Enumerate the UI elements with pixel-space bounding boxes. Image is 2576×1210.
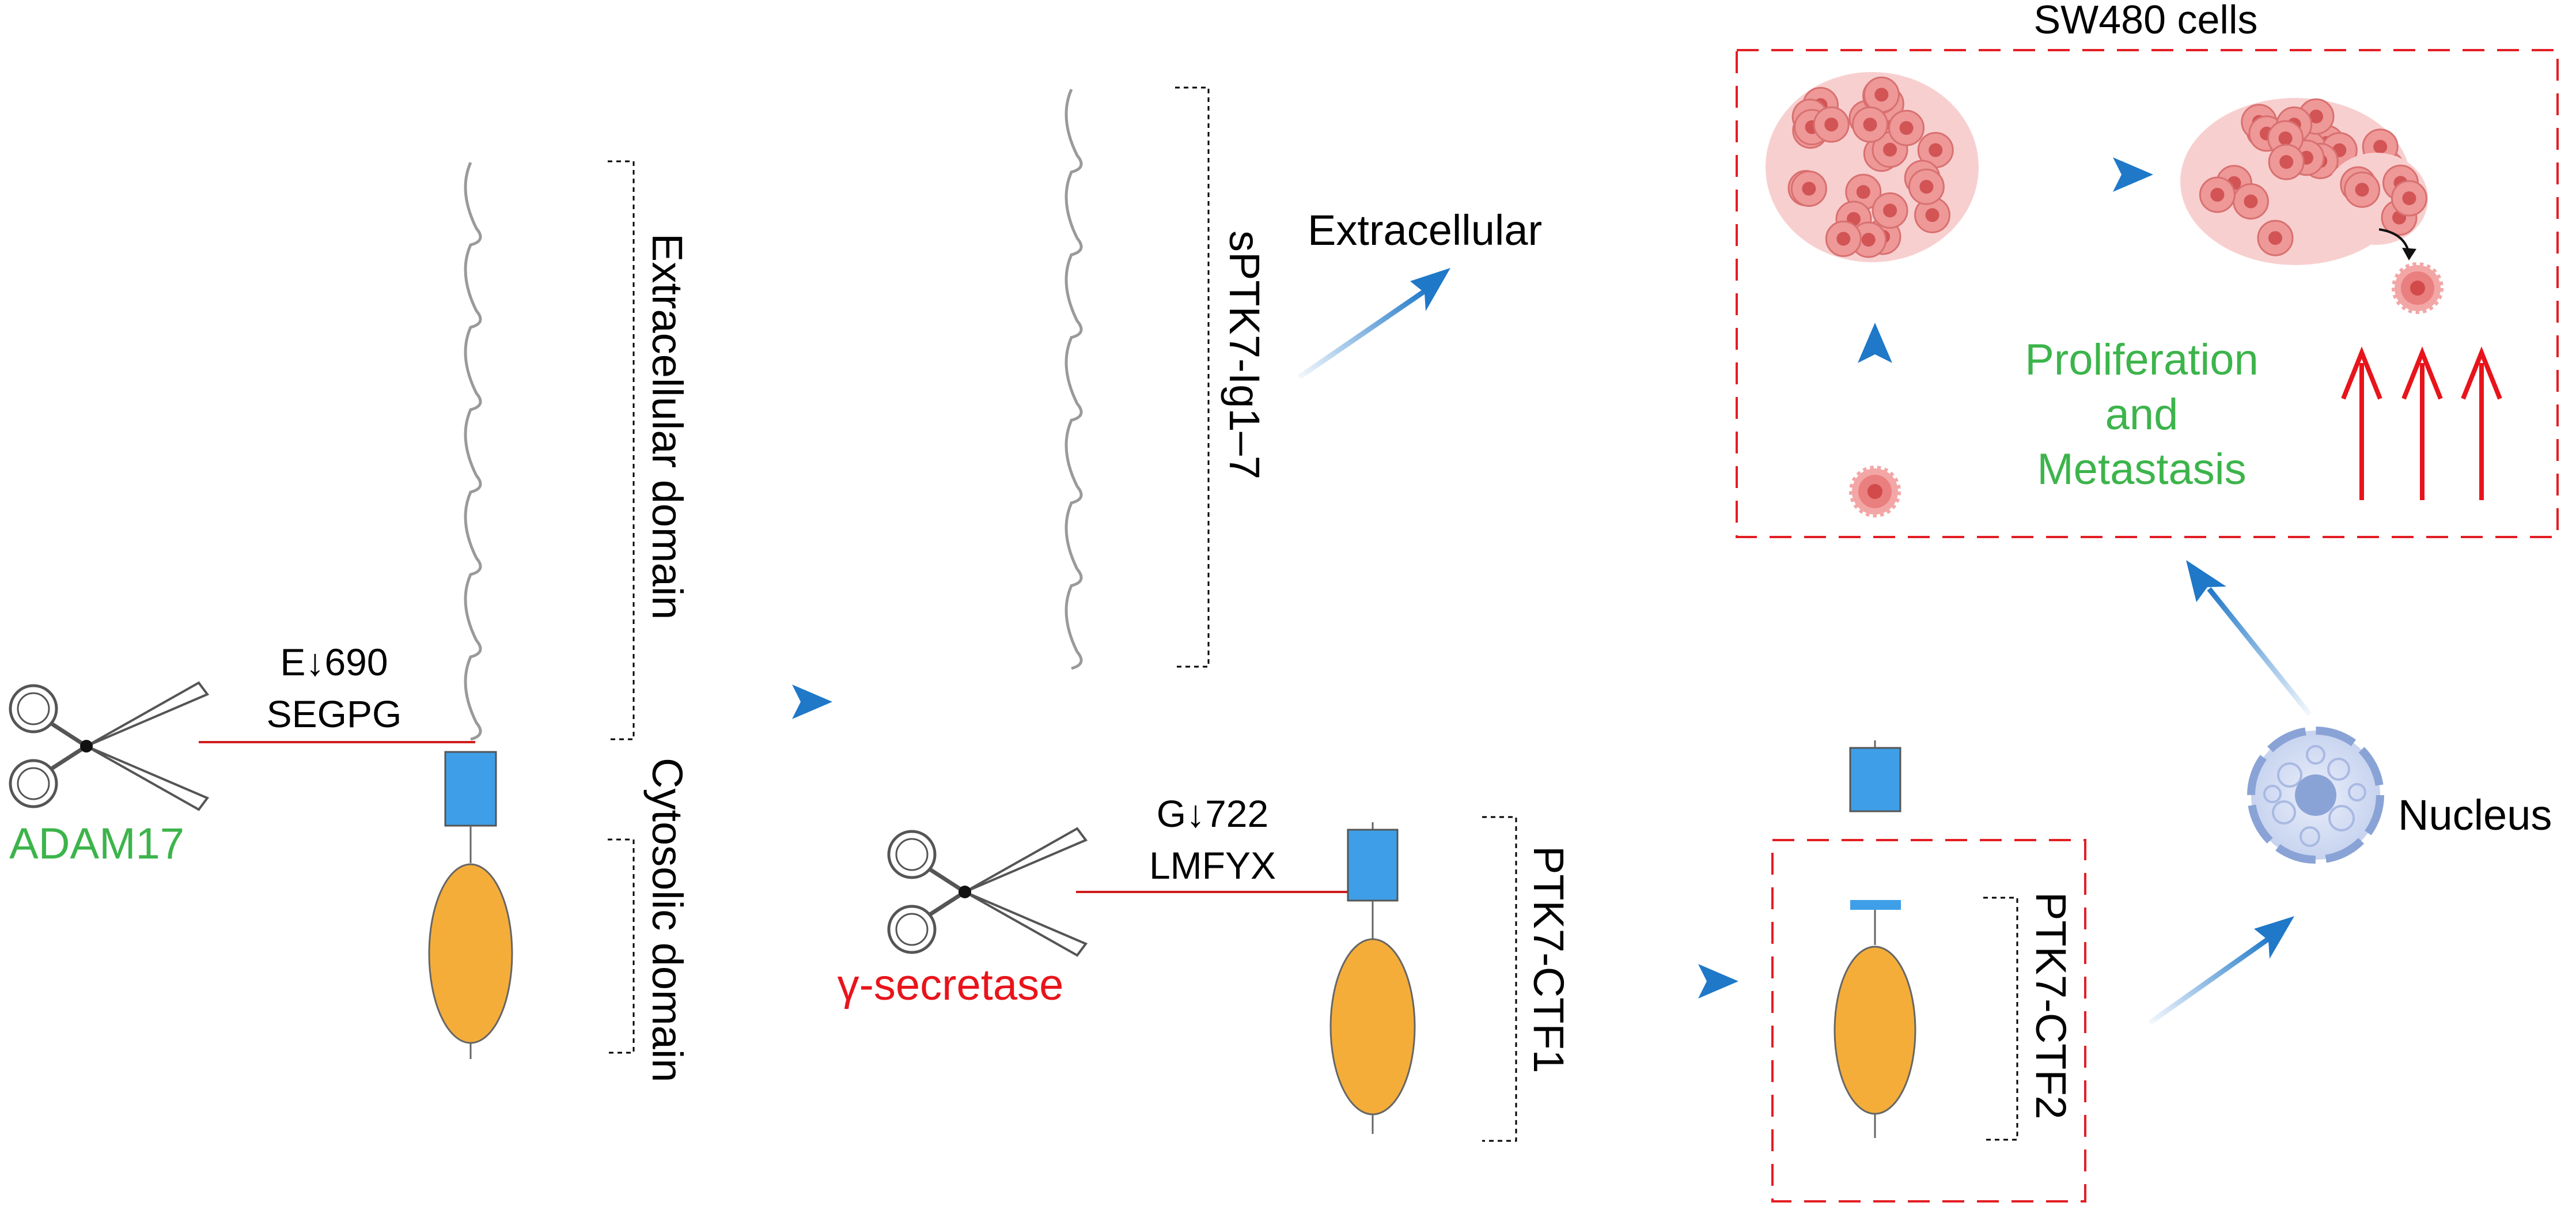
kinase-domain xyxy=(1329,938,1416,1116)
ctf2-box xyxy=(1771,839,2086,1203)
sptk7-label: sPTK7-Ig1–7 xyxy=(1221,230,1268,479)
adam17-label: ADAM17 xyxy=(9,819,184,868)
nucleus-label: Nucleus xyxy=(2398,791,2552,839)
red-up-arrows xyxy=(2341,346,2502,500)
ptk7-ctf1-label: PTK7-CTF1 xyxy=(1525,846,1573,1073)
membrane-stub xyxy=(1850,900,1901,910)
sptk7-ig1-7-fragment: sPTK7-Ig1–7 xyxy=(1065,86,1268,670)
released-tm-fragment xyxy=(1849,747,1901,812)
extracellular-label: Extracellular xyxy=(1308,206,1542,254)
full-length-ptk7: Extracellular domain Cytosolic domain E↓… xyxy=(199,160,691,1082)
cell xyxy=(2268,143,2305,180)
single-cell-icon xyxy=(1849,466,1901,517)
cell xyxy=(1852,106,1889,143)
cell-cluster-icon xyxy=(1766,72,1979,262)
arrow-to-extracellular xyxy=(1297,268,1450,380)
cell xyxy=(2232,183,2269,220)
ig-domain-scallop-path xyxy=(1065,88,1083,670)
cell xyxy=(2199,176,2236,213)
cytosolic-domain-label: Cytosolic domain xyxy=(643,758,691,1082)
cell xyxy=(1917,131,1954,168)
transmembrane-domain xyxy=(444,751,497,827)
arrow-cluster-growth xyxy=(2022,157,2153,192)
kinase-domain xyxy=(1833,946,1916,1115)
cleavage-site-g722: G↓722 xyxy=(1157,792,1268,835)
gamma-secretase-label: γ-secretase xyxy=(838,961,1064,1009)
arrow-to-cleavage-products xyxy=(704,685,832,719)
arrow-to-sw480-box xyxy=(2186,560,2312,716)
kinase-domain xyxy=(428,863,513,1044)
scissors-icon xyxy=(887,827,1088,957)
cell xyxy=(1908,168,1945,205)
cytosolic-domain-bracket xyxy=(608,838,635,1054)
metastasis-label: Metastasis xyxy=(2037,445,2246,494)
cleavage-site-e690: E↓690 xyxy=(280,641,388,683)
ptk7-ctf1-bracket xyxy=(1482,816,1517,1142)
sw480-cells-box xyxy=(1736,49,2559,538)
extracellular-domain-label: Extracellular domain xyxy=(643,233,691,619)
ptk7-ctf2: PTK7-CTF2 xyxy=(1833,892,2075,1141)
cell-cluster-icon xyxy=(2180,98,2428,265)
ig-domain-chain xyxy=(464,161,482,741)
cleavage-motif-lmfyx: LMFYX xyxy=(1149,844,1276,887)
cell xyxy=(2344,171,2381,208)
cell xyxy=(1888,109,1925,146)
extracellular-domain-bracket xyxy=(608,160,635,740)
ptk7-ctf2-bracket xyxy=(1983,897,2018,1141)
arrow-to-ctf2 xyxy=(1610,964,1738,999)
cell xyxy=(1872,192,1908,229)
transmembrane-domain xyxy=(1347,829,1399,902)
ptk7-ctf2-label: PTK7-CTF2 xyxy=(2027,892,2075,1120)
arrow-to-nucleus xyxy=(2148,916,2294,1025)
ptk7-ctf1: PTK7-CTF1 xyxy=(1329,816,1573,1142)
ig-domain-scallop-path xyxy=(464,161,482,741)
scissors-icon xyxy=(9,681,210,811)
proliferation-label: Proliferation xyxy=(2025,335,2259,384)
cell xyxy=(1790,170,1827,207)
and-label: and xyxy=(2105,390,2179,439)
arrow-single-cell-up xyxy=(1858,323,1892,445)
single-cell-icon xyxy=(2392,262,2444,314)
ig-domain-chain xyxy=(1065,88,1083,670)
sw480-cells-title: SW480 cells xyxy=(2033,0,2257,42)
cell xyxy=(1825,220,1862,257)
nucleus-icon xyxy=(2247,727,2384,864)
cell xyxy=(2391,180,2427,217)
cell xyxy=(2257,220,2294,256)
cell xyxy=(1845,173,1882,210)
cleavage-motif-segpg: SEGPG xyxy=(267,693,402,735)
cell xyxy=(1813,106,1850,143)
sptk7-bracket xyxy=(1175,86,1210,668)
